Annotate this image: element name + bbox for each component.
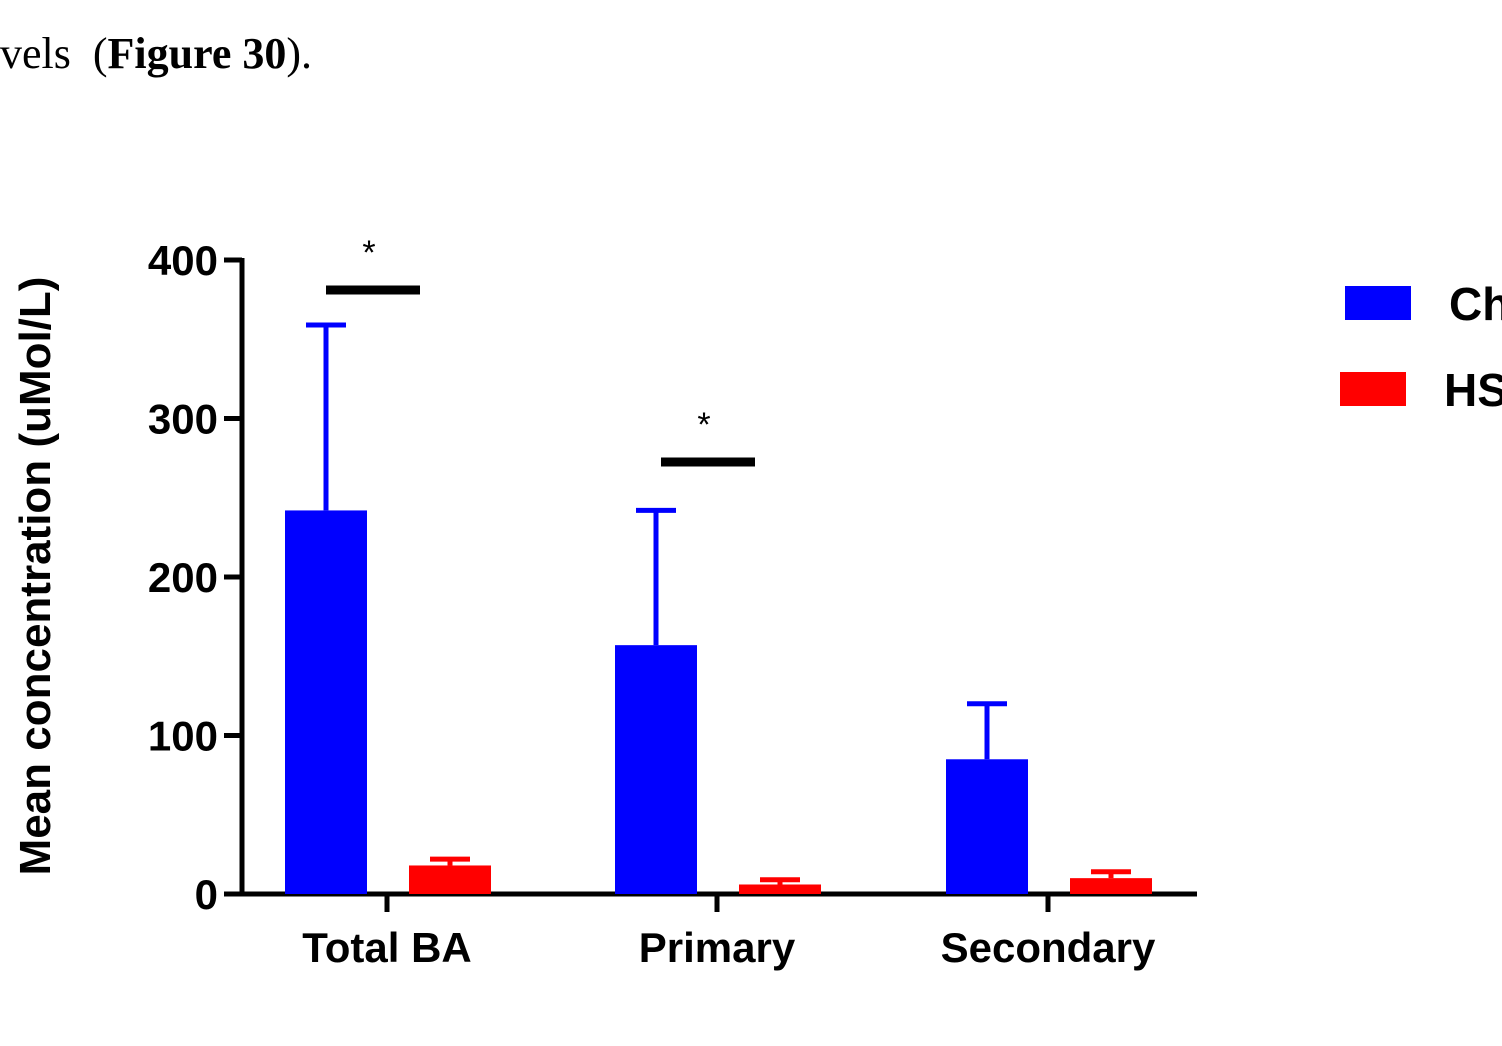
significance-asterisk: *: [697, 406, 710, 444]
y-tick-label: 200: [148, 554, 218, 601]
bar-ch-secondary: [946, 759, 1028, 894]
axes: [224, 257, 1197, 912]
significance-group: **: [326, 234, 755, 467]
significance-asterisk: *: [362, 234, 375, 272]
y-tick-label: 100: [148, 713, 218, 760]
x-tick-labels: Total BA Primary Secondary: [302, 924, 1156, 971]
bar-ch-primary: [615, 645, 697, 894]
legend-label-ch: Ch: [1449, 278, 1502, 330]
bar-ch-total-ba: [285, 510, 367, 894]
y-tick-label: 0: [195, 871, 218, 918]
y-axis-label: Mean concentration (uMol/L): [11, 277, 60, 876]
x-tick-label: Primary: [639, 924, 796, 971]
y-tick-labels: 0 100 200 300 400: [148, 237, 218, 918]
caption-text: vels (Figure 30).: [0, 28, 312, 79]
caption-figure-ref: Figure 30: [107, 29, 287, 78]
error-bars-group: [306, 322, 1131, 885]
legend-label-hs: HS: [1444, 364, 1502, 416]
x-tick-label: Total BA: [302, 924, 472, 971]
bars-group: [285, 510, 1152, 894]
y-axis-label-group: Mean concentration (uMol/L): [11, 277, 60, 876]
y-tick-label: 300: [148, 396, 218, 443]
caption-prefix: vels (: [0, 29, 108, 78]
legend: Ch HS: [1340, 278, 1502, 416]
legend-swatch-ch: [1345, 286, 1411, 320]
bar-hs-total-ba: [409, 865, 491, 894]
caption-suffix: ).: [286, 29, 313, 78]
legend-swatch-hs: [1340, 372, 1406, 406]
y-tick-label: 400: [148, 237, 218, 284]
x-tick-label: Secondary: [941, 924, 1156, 971]
bar-hs-primary: [739, 884, 821, 894]
bar-hs-secondary: [1070, 878, 1152, 894]
